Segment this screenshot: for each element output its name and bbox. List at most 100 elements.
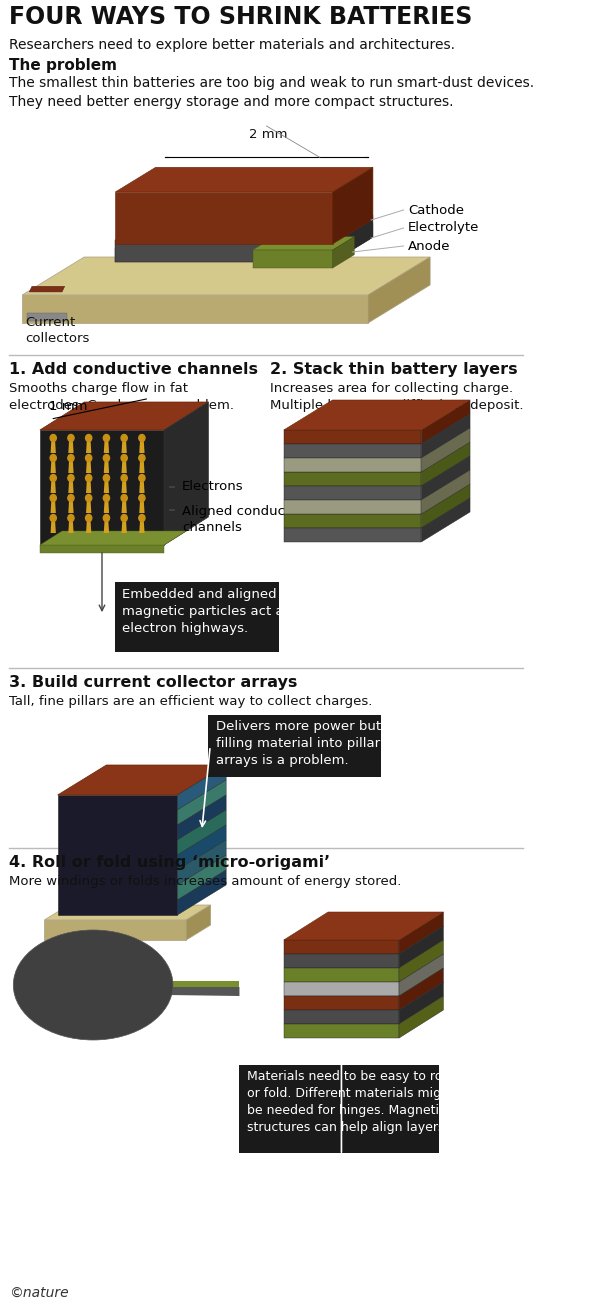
Polygon shape xyxy=(122,499,127,513)
Circle shape xyxy=(121,495,127,501)
Polygon shape xyxy=(421,456,470,500)
Polygon shape xyxy=(284,514,421,528)
Polygon shape xyxy=(139,518,145,533)
Polygon shape xyxy=(139,479,145,493)
Polygon shape xyxy=(368,257,430,323)
Text: 4. Roll or fold using ‘micro-origami’: 4. Roll or fold using ‘micro-origami’ xyxy=(9,855,330,870)
Text: ©nature: ©nature xyxy=(9,1285,68,1300)
Polygon shape xyxy=(399,940,443,982)
Polygon shape xyxy=(115,240,332,262)
Circle shape xyxy=(86,514,92,521)
Circle shape xyxy=(86,495,92,501)
Circle shape xyxy=(103,435,110,441)
Text: Delivers more power but
filling material into pillar
arrays is a problem.: Delivers more power but filling material… xyxy=(215,720,380,767)
Text: 2. Stack thin battery layers: 2. Stack thin battery layers xyxy=(271,363,518,377)
Circle shape xyxy=(103,495,110,501)
Polygon shape xyxy=(86,499,91,513)
Circle shape xyxy=(139,454,145,462)
FancyBboxPatch shape xyxy=(115,583,280,652)
Polygon shape xyxy=(284,528,421,542)
Polygon shape xyxy=(169,987,239,996)
Polygon shape xyxy=(284,940,399,954)
Polygon shape xyxy=(169,980,239,987)
Polygon shape xyxy=(122,439,127,453)
Polygon shape xyxy=(332,168,373,243)
Polygon shape xyxy=(178,795,226,840)
Polygon shape xyxy=(253,250,332,268)
Circle shape xyxy=(86,435,92,441)
Polygon shape xyxy=(29,287,65,292)
Polygon shape xyxy=(86,479,91,493)
Text: Electrolyte: Electrolyte xyxy=(408,221,479,234)
Text: FOUR WAYS TO SHRINK BATTERIES: FOUR WAYS TO SHRINK BATTERIES xyxy=(9,5,472,29)
Circle shape xyxy=(121,514,127,521)
Polygon shape xyxy=(68,479,74,493)
Circle shape xyxy=(139,474,145,482)
Polygon shape xyxy=(86,439,91,453)
Text: Tall, fine pillars are an efficient way to collect charges.: Tall, fine pillars are an efficient way … xyxy=(9,695,372,708)
Polygon shape xyxy=(68,459,74,473)
Text: 1. Add conductive channels: 1. Add conductive channels xyxy=(9,363,258,377)
Text: The problem: The problem xyxy=(9,58,117,73)
Polygon shape xyxy=(104,459,109,473)
Polygon shape xyxy=(50,518,56,533)
Polygon shape xyxy=(284,912,443,940)
Circle shape xyxy=(103,514,110,521)
Circle shape xyxy=(50,454,56,462)
Polygon shape xyxy=(115,215,373,240)
Polygon shape xyxy=(284,444,421,458)
Polygon shape xyxy=(115,168,373,192)
Ellipse shape xyxy=(45,952,141,1018)
Polygon shape xyxy=(399,925,443,967)
Polygon shape xyxy=(399,996,443,1038)
Circle shape xyxy=(139,495,145,501)
Text: 2 mm: 2 mm xyxy=(249,128,287,141)
Text: Embedded and aligned
magnetic particles act as
electron highways.: Embedded and aligned magnetic particles … xyxy=(122,588,291,635)
Polygon shape xyxy=(178,855,226,901)
Text: The smallest thin batteries are too big and weak to run smart-dust devices.
They: The smallest thin batteries are too big … xyxy=(9,76,534,109)
Polygon shape xyxy=(399,982,443,1024)
Text: Anode: Anode xyxy=(408,240,451,253)
Polygon shape xyxy=(399,912,443,954)
Polygon shape xyxy=(421,442,470,486)
Polygon shape xyxy=(68,439,74,453)
Polygon shape xyxy=(58,795,178,915)
Circle shape xyxy=(86,454,92,462)
Circle shape xyxy=(86,474,92,482)
Polygon shape xyxy=(253,237,355,250)
Polygon shape xyxy=(68,518,74,533)
Ellipse shape xyxy=(29,941,157,1029)
Polygon shape xyxy=(178,825,226,870)
Text: Current
collectors: Current collectors xyxy=(25,315,89,346)
Polygon shape xyxy=(44,905,211,920)
Circle shape xyxy=(121,435,127,441)
Polygon shape xyxy=(178,764,226,810)
Circle shape xyxy=(139,435,145,441)
FancyBboxPatch shape xyxy=(239,1066,439,1153)
Polygon shape xyxy=(50,439,56,453)
Polygon shape xyxy=(40,531,186,545)
Text: 1 mm: 1 mm xyxy=(49,401,87,414)
Polygon shape xyxy=(104,499,109,513)
Ellipse shape xyxy=(77,974,109,996)
Polygon shape xyxy=(115,192,332,243)
Polygon shape xyxy=(421,414,470,458)
Circle shape xyxy=(121,474,127,482)
Circle shape xyxy=(139,514,145,521)
Polygon shape xyxy=(104,479,109,493)
Polygon shape xyxy=(186,905,211,940)
FancyBboxPatch shape xyxy=(208,715,382,778)
Polygon shape xyxy=(332,224,373,262)
Polygon shape xyxy=(284,473,421,486)
Polygon shape xyxy=(115,224,373,247)
Ellipse shape xyxy=(21,936,165,1034)
Polygon shape xyxy=(421,497,470,542)
Polygon shape xyxy=(399,954,443,996)
Ellipse shape xyxy=(13,929,173,1039)
Ellipse shape xyxy=(61,963,125,1007)
Polygon shape xyxy=(284,967,399,982)
Polygon shape xyxy=(284,429,421,444)
Ellipse shape xyxy=(69,969,117,1001)
Polygon shape xyxy=(68,499,74,513)
Polygon shape xyxy=(399,967,443,1011)
